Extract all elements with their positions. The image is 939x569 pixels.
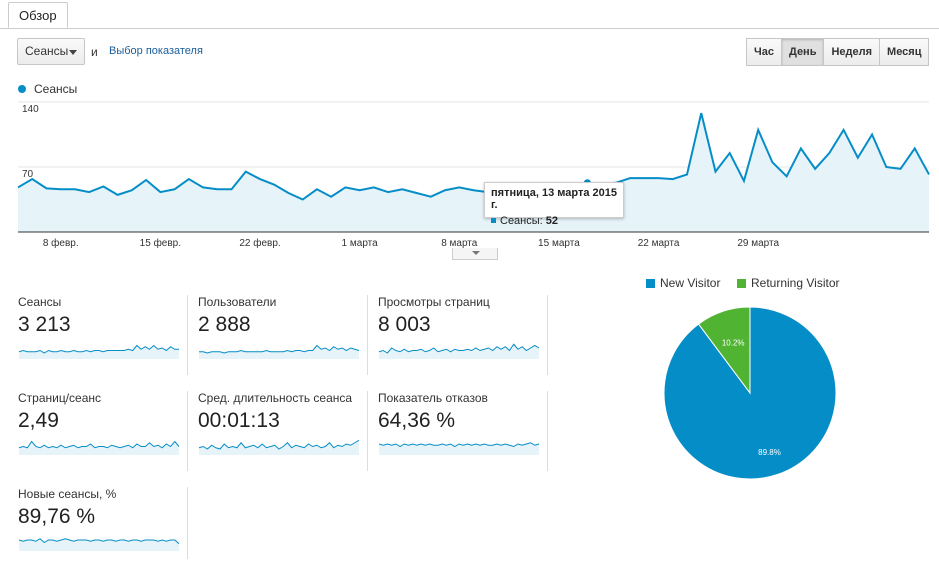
divider — [187, 295, 188, 375]
divider — [187, 487, 188, 559]
legend-color-square — [646, 279, 655, 288]
chevron-down-icon — [472, 251, 480, 255]
tooltip-series-value: 52 — [545, 215, 559, 227]
metric-label: Показатель отказов — [378, 391, 488, 405]
metric-sparkline — [378, 343, 540, 359]
chart-tooltip: пятница, 13 марта 2015 г. Сеансы: 52 — [484, 182, 624, 227]
metric-avg-session-duration[interactable]: Сред. длительность сеанса 00:01:13 — [198, 391, 368, 471]
choose-metric-link[interactable]: Выбор показателя — [109, 45, 203, 57]
pie-slice-returning-visitor[interactable] — [697, 306, 751, 395]
divider — [367, 391, 368, 471]
x-tick-label: 1 марта — [342, 238, 379, 249]
sparkline-line — [18, 538, 180, 545]
sparkline-area — [19, 538, 179, 551]
x-tick-label: 29 марта — [737, 238, 779, 249]
sparkline-area — [379, 344, 539, 359]
series-line — [17, 112, 930, 201]
metric-sparkline — [18, 344, 179, 359]
sparkline-line — [378, 442, 540, 448]
metric-value: 2,49 — [18, 409, 59, 432]
period-day-button[interactable]: День — [780, 38, 825, 66]
metric-sparkline — [378, 442, 540, 455]
pie-slice-label: 89.8% — [758, 448, 781, 457]
tooltip-title: пятница, 13 марта 2015 г. — [491, 187, 617, 211]
metric-label: Сред. длительность сеанса — [198, 391, 353, 405]
sparkline-line — [198, 439, 360, 450]
metric-value: 3 213 — [18, 313, 71, 336]
metric-value: 89,76 % — [18, 505, 96, 528]
pie-slice-label: 10.2% — [722, 338, 745, 347]
metric-value: 64,36 % — [378, 409, 456, 432]
visitor-pie-chart: 89.8% 10.2% — [663, 306, 837, 480]
metric-pages-per-session[interactable]: Страниц/сеанс 2,49 — [18, 391, 188, 471]
period-week-button[interactable]: Неделя — [823, 38, 881, 66]
pie-legend-item-returning: Returning Visitor — [737, 276, 840, 290]
tab-bar: Обзор — [0, 0, 939, 29]
x-tick-label: 22 февр. — [239, 237, 280, 249]
pie-legend-label: New Visitor — [660, 276, 721, 290]
metric-sparkline — [198, 439, 360, 455]
metric-sparkline — [199, 344, 360, 359]
x-tick-label: 15 февр. — [140, 237, 181, 249]
metric-label: Сеансы — [18, 295, 62, 309]
metric-bounce-rate[interactable]: Показатель отказов 64,36 % — [378, 391, 548, 471]
metric-new-sessions[interactable]: Новые сеансы, % 89,76 % — [18, 487, 188, 567]
metric-label: Просмотры страниц — [378, 295, 490, 309]
sparkline-area — [379, 442, 539, 455]
metric-sessions[interactable]: Сеансы 3 213 — [18, 295, 188, 375]
period-hour-button[interactable]: Час — [746, 38, 782, 66]
divider — [187, 391, 188, 471]
sparkline-line — [199, 344, 360, 354]
sparkline-line — [378, 343, 540, 354]
x-tick-label: 15 марта — [538, 238, 580, 249]
metric-sparkline — [18, 538, 180, 551]
tooltip-series-label: Сеансы: — [500, 215, 543, 227]
metric-users[interactable]: Пользователи 2 888 — [198, 295, 368, 375]
sparkline-line — [18, 344, 179, 354]
metric-select-value: Сеансы — [25, 44, 69, 58]
metric-value: 00:01:13 — [198, 409, 280, 432]
sessions-line-chart: 140 70 8 февр. 15 февр. 22 февр. 1 марта 8 мар… — [17, 101, 930, 249]
chart-collapse-toggle[interactable] — [452, 248, 498, 260]
metric-label: Пользователи — [198, 295, 277, 309]
period-month-button[interactable]: Месяц — [879, 38, 930, 66]
metric-label: Страниц/сеанс — [18, 391, 102, 405]
metric-pageviews[interactable]: Просмотры страниц 8 003 — [378, 295, 548, 375]
sparkline-area — [19, 441, 179, 455]
chart-legend: Сеансы — [18, 82, 77, 96]
divider — [547, 295, 548, 375]
sparkline-area — [199, 440, 359, 455]
x-tick-label: 8 февр. — [43, 237, 79, 249]
metric-value: 8 003 — [378, 313, 431, 336]
series-area — [18, 113, 929, 232]
and-text: и — [91, 45, 98, 59]
metric-label: Новые сеансы, % — [18, 487, 117, 501]
divider — [367, 295, 368, 375]
series-color-dot — [18, 85, 26, 93]
x-tick-label: 22 марта — [638, 238, 680, 249]
sparkline-area — [19, 345, 179, 359]
sparkline-line — [18, 440, 180, 449]
y-tick-label: 70 — [22, 169, 34, 180]
metric-sparkline — [18, 440, 180, 455]
divider — [547, 391, 548, 471]
legend-color-square — [737, 279, 746, 288]
chart-legend-label: Сеансы — [34, 82, 78, 96]
y-tick-label: 140 — [22, 104, 39, 115]
pie-legend-label: Returning Visitor — [751, 276, 840, 290]
metric-select[interactable]: Сеансы — [17, 38, 85, 65]
series-color-square — [491, 218, 496, 223]
tab-overview[interactable]: Обзор — [8, 2, 68, 28]
period-buttons: Час День Неделя Месяц — [746, 38, 930, 66]
x-tick-label: 8 марта — [441, 238, 478, 249]
pie-legend-item-new: New Visitor — [646, 276, 720, 290]
metric-value: 2 888 — [198, 313, 251, 336]
chevron-down-icon — [69, 50, 77, 55]
